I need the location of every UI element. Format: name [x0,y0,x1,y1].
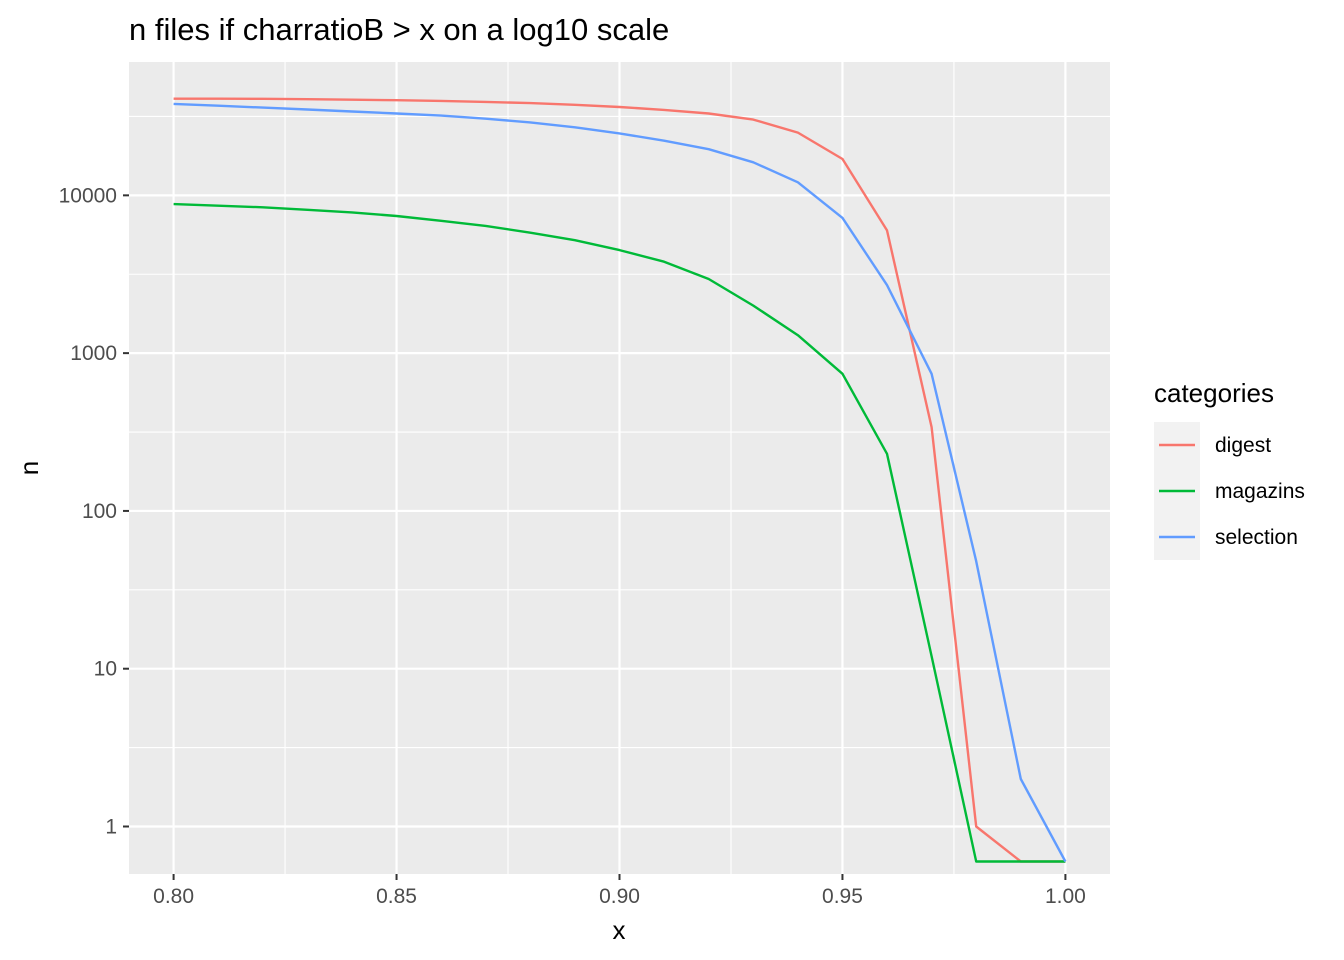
series-line-digest [173,97,1066,863]
x-tick-label: 0.90 [599,885,640,908]
x-tick-label: 0.85 [376,885,417,908]
y-tick-label: 100 [82,500,117,523]
series-line-magazins [173,202,1066,863]
legend-label-digest: digest [1215,434,1271,457]
x-tick-label: 1.00 [1045,885,1086,908]
x-axis-title: x [613,915,626,945]
y-tick-label: 1000 [70,342,117,365]
legend-label-selection: selection [1215,526,1298,549]
series-lines [173,97,1067,863]
x-tick-label: 0.95 [822,885,863,908]
y-axis: 1 10 100 1000 10000 [59,184,129,839]
series-line-selection [173,102,1067,863]
y-tick-label: 10000 [59,184,117,207]
legend-label-magazins: magazins [1215,480,1305,503]
y-axis-title: n [14,461,44,475]
x-tick-label: 0.80 [153,885,194,908]
legend-title: categories [1154,378,1274,408]
x-axis: 0.80 0.85 0.90 0.95 1.00 [153,874,1086,908]
legend: categories digest magazins selection [1154,378,1305,560]
y-tick-label: 1 [105,816,117,839]
y-tick-label: 10 [94,658,117,681]
chart-title: n files if charratioB > x on a log10 sca… [129,12,669,47]
grid-major [129,62,1110,874]
